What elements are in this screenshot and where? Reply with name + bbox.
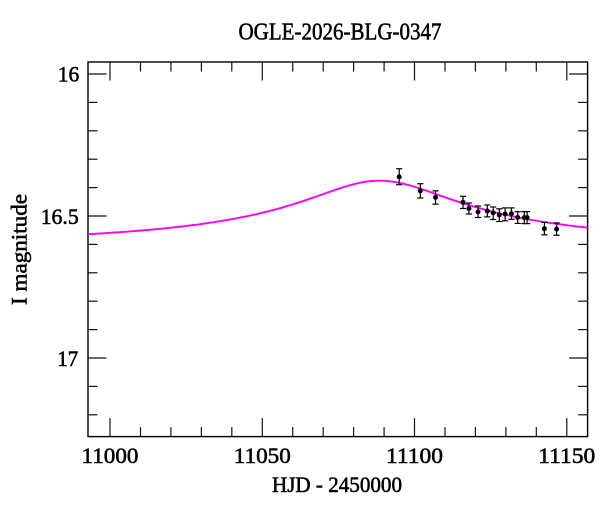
svg-text:11000: 11000 (82, 443, 139, 468)
svg-text:16.5: 16.5 (41, 204, 79, 229)
svg-text:11050: 11050 (234, 443, 291, 468)
svg-text:16: 16 (58, 61, 80, 86)
svg-text:I magnitude: I magnitude (7, 194, 32, 305)
svg-text:17: 17 (57, 346, 78, 371)
svg-text:11100: 11100 (386, 443, 443, 468)
svg-text:HJD - 2450000: HJD - 2450000 (272, 472, 402, 497)
svg-text:OGLE-2026-BLG-0347: OGLE-2026-BLG-0347 (239, 19, 442, 45)
svg-text:11150: 11150 (538, 443, 595, 468)
